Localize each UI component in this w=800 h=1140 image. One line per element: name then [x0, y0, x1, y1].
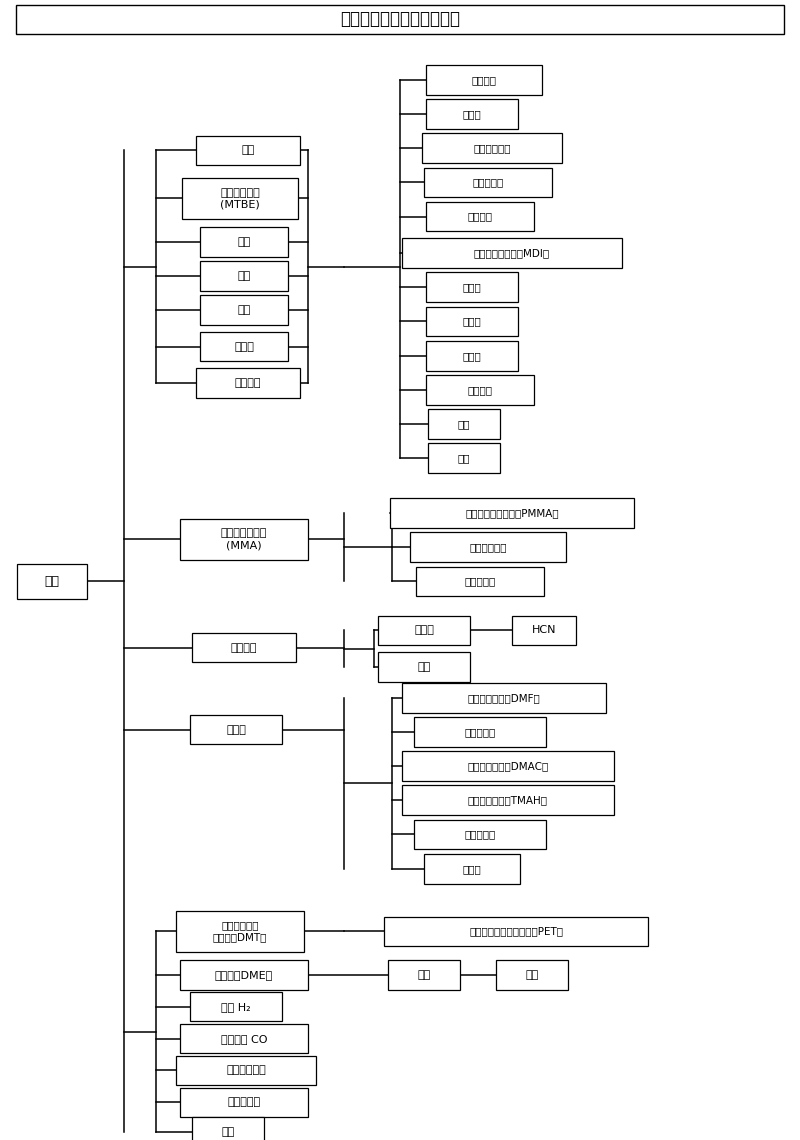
FancyBboxPatch shape: [200, 295, 288, 325]
Text: 甲醛: 甲醛: [242, 146, 254, 155]
Text: 丁二醇: 丁二醇: [462, 283, 482, 292]
Text: 尿素树脂: 尿素树脂: [471, 75, 497, 84]
Text: 低聚甲醛: 低聚甲醛: [467, 212, 493, 221]
FancyBboxPatch shape: [424, 168, 552, 197]
Text: 甲基胺: 甲基胺: [226, 725, 246, 734]
FancyBboxPatch shape: [182, 178, 298, 219]
Text: 多元醇: 多元醇: [462, 317, 482, 326]
FancyBboxPatch shape: [176, 1056, 316, 1085]
FancyBboxPatch shape: [196, 136, 300, 165]
Text: 一氧化碳 CO: 一氧化碳 CO: [221, 1034, 267, 1043]
Text: 甲基丙烯酸甲酯
(MMA): 甲基丙烯酸甲酯 (MMA): [221, 529, 267, 549]
FancyBboxPatch shape: [496, 960, 568, 990]
Text: 单细胞蛋白质: 单细胞蛋白质: [226, 1066, 266, 1075]
Text: 生物化学品: 生物化学品: [227, 1098, 261, 1107]
Text: 对邻苯二甲酸
二甲酯（DMT）: 对邻苯二甲酸 二甲酯（DMT）: [213, 921, 267, 942]
Text: 六胺: 六胺: [458, 420, 470, 429]
FancyBboxPatch shape: [426, 202, 534, 231]
FancyBboxPatch shape: [426, 272, 518, 302]
FancyBboxPatch shape: [416, 567, 544, 596]
FancyBboxPatch shape: [428, 409, 500, 439]
FancyBboxPatch shape: [390, 498, 634, 528]
FancyBboxPatch shape: [176, 911, 304, 952]
Text: 乙酸酐: 乙酸酐: [234, 342, 254, 351]
Text: 甲酰胺: 甲酰胺: [414, 626, 434, 635]
FancyBboxPatch shape: [426, 65, 542, 95]
FancyBboxPatch shape: [196, 368, 300, 398]
FancyBboxPatch shape: [190, 992, 282, 1021]
Text: 甲酸: 甲酸: [418, 662, 430, 671]
Text: 甲醇衍生的化学产品和材料: 甲醇衍生的化学产品和材料: [340, 10, 460, 28]
FancyBboxPatch shape: [402, 785, 614, 815]
FancyBboxPatch shape: [414, 717, 546, 747]
FancyBboxPatch shape: [384, 917, 648, 946]
Text: HCN: HCN: [532, 626, 556, 635]
Text: 甲基叔丁基醚
(MTBE): 甲基叔丁基醚 (MTBE): [220, 188, 260, 209]
Text: 异成二烯: 异成二烯: [467, 385, 493, 394]
Text: 乙醛: 乙醛: [238, 306, 250, 315]
FancyBboxPatch shape: [414, 820, 546, 849]
Text: 氢氧化四甲铵（TMAH）: 氢氧化四甲铵（TMAH）: [468, 796, 548, 805]
Text: 甲烷二异氰酸酯（MDI）: 甲烷二异氰酸酯（MDI）: [474, 249, 550, 258]
FancyBboxPatch shape: [180, 1024, 308, 1053]
Text: 聚甲基丙烯酸甲酯（PMMA）: 聚甲基丙烯酸甲酯（PMMA）: [465, 508, 559, 518]
Text: 氯代甲烷: 氯代甲烷: [234, 378, 262, 388]
FancyBboxPatch shape: [388, 960, 460, 990]
Text: 三聚氰胺树脂: 三聚氰胺树脂: [474, 144, 510, 153]
FancyBboxPatch shape: [512, 616, 576, 645]
Text: 烯烃: 烯烃: [418, 970, 430, 979]
FancyBboxPatch shape: [190, 715, 282, 744]
Text: 酚树脂: 酚树脂: [462, 109, 482, 119]
FancyBboxPatch shape: [180, 960, 308, 990]
Text: 二甲基乙酰胺（DMAC）: 二甲基乙酰胺（DMAC）: [467, 762, 549, 771]
FancyBboxPatch shape: [424, 854, 520, 884]
FancyBboxPatch shape: [378, 652, 470, 682]
Text: 二甲苯树脂: 二甲苯树脂: [472, 178, 504, 187]
FancyBboxPatch shape: [422, 133, 562, 163]
FancyBboxPatch shape: [402, 683, 606, 712]
FancyBboxPatch shape: [180, 1088, 308, 1117]
FancyBboxPatch shape: [410, 532, 566, 562]
Text: 乙酸: 乙酸: [238, 237, 250, 246]
FancyBboxPatch shape: [192, 633, 296, 662]
FancyBboxPatch shape: [426, 307, 518, 336]
FancyBboxPatch shape: [192, 1117, 264, 1140]
FancyBboxPatch shape: [378, 616, 470, 645]
FancyBboxPatch shape: [17, 564, 87, 598]
FancyBboxPatch shape: [426, 341, 518, 371]
FancyBboxPatch shape: [426, 99, 518, 129]
Text: 汽油: 汽油: [526, 970, 538, 979]
FancyBboxPatch shape: [426, 375, 534, 405]
FancyBboxPatch shape: [180, 519, 308, 560]
Text: 乙醇: 乙醇: [238, 271, 250, 280]
FancyBboxPatch shape: [200, 227, 288, 256]
Text: 氢气 H₂: 氢气 H₂: [221, 1002, 251, 1011]
Text: 其它: 其它: [458, 454, 470, 463]
Text: 涂料用树脂: 涂料用树脂: [464, 577, 496, 586]
FancyBboxPatch shape: [428, 443, 500, 473]
Text: 甲基丙烯酸酯: 甲基丙烯酸酯: [470, 543, 506, 552]
FancyBboxPatch shape: [402, 751, 614, 781]
FancyBboxPatch shape: [200, 261, 288, 291]
Text: 其它: 其它: [222, 1127, 234, 1137]
Text: 甲酸甲酯: 甲酸甲酯: [230, 643, 258, 652]
FancyBboxPatch shape: [200, 332, 288, 361]
Text: 高级胺: 高级胺: [462, 864, 482, 873]
FancyBboxPatch shape: [16, 5, 784, 34]
Text: 二甲醚（DME）: 二甲醚（DME）: [215, 970, 273, 979]
FancyBboxPatch shape: [402, 238, 622, 268]
Text: 二甲基甲酰胺（DMF）: 二甲基甲酰胺（DMF）: [468, 693, 540, 702]
Text: 聚对苯二甲酸乙二醇酯（PET）: 聚对苯二甲酸乙二醇酯（PET）: [469, 927, 563, 936]
Text: 甲醇: 甲醇: [45, 575, 59, 588]
Text: 甲基乙醇胺: 甲基乙醇胺: [464, 727, 496, 736]
Text: 聚缩醛: 聚缩醛: [462, 351, 482, 360]
Text: 氨基甲酸酯: 氨基甲酸酯: [464, 830, 496, 839]
